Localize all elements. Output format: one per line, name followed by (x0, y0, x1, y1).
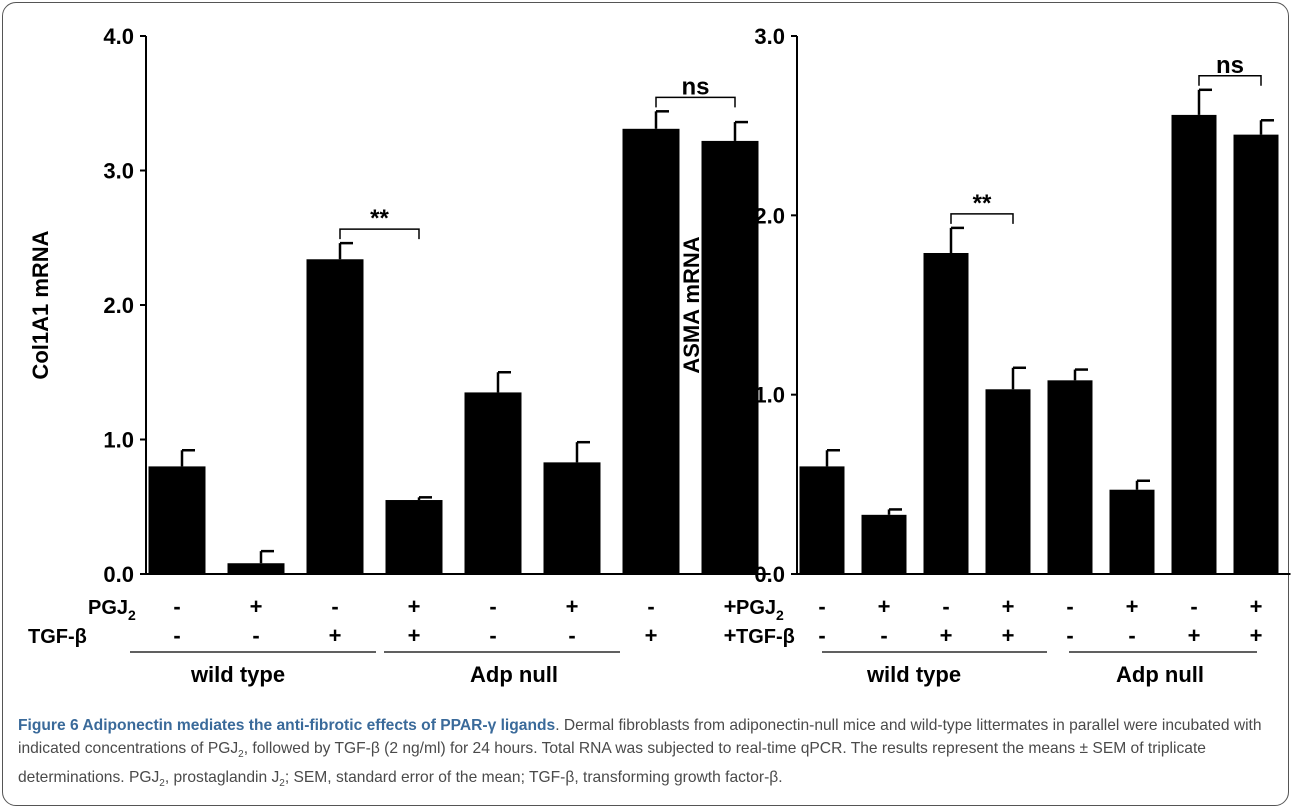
caption-sub-2: 2 (159, 778, 165, 790)
pgj2-sign: - (1066, 594, 1073, 619)
significance-bracket (1198, 75, 1262, 86)
caption-text-3: , prostaglandin J (164, 769, 280, 787)
bar (148, 466, 206, 574)
bar (622, 128, 680, 574)
y-tick-label: 2.0 (754, 203, 785, 228)
y-axis-label: ASMA mRNA (679, 236, 704, 373)
bar (923, 252, 969, 574)
significance-label: ** (370, 205, 389, 232)
y-tick-label: 1.0 (103, 428, 134, 453)
caption-sub-1: 2 (238, 749, 244, 761)
significance-label: ** (973, 190, 992, 217)
tgf-sign: + (1188, 623, 1201, 648)
bar (543, 462, 601, 574)
bar (1047, 380, 1093, 574)
tgf-sign: - (252, 623, 259, 648)
pgj2-sign: + (724, 594, 737, 619)
pgj2-sign: + (1250, 594, 1263, 619)
group-label: Adp null (1116, 662, 1204, 687)
tgf-sign: - (880, 623, 887, 648)
tgf-sign: + (1002, 623, 1015, 648)
pgj2-sign: + (566, 594, 579, 619)
bar (985, 389, 1031, 574)
bar (1233, 134, 1279, 574)
tgf-sign: + (645, 623, 658, 648)
pgj2-sign: - (173, 594, 180, 619)
tgf-sign: - (1066, 623, 1073, 648)
caption-text-4: ; SEM, standard error of the mean; TGF-β… (284, 769, 783, 787)
bar (1171, 114, 1217, 574)
bar (1109, 489, 1155, 574)
significance-label: ns (681, 73, 709, 100)
y-tick-label: 4.0 (103, 24, 134, 49)
pgj2-subscript: 2 (776, 607, 784, 623)
caption-sub-3: 2 (279, 778, 285, 790)
significance-label: ns (1216, 52, 1244, 79)
tgf-sign: - (818, 623, 825, 648)
caption-text-2: , followed by TGF-β (2 ng/ml) for 24 hou… (18, 740, 1206, 787)
tgf-sign: + (724, 623, 737, 648)
y-tick-label: 0.0 (754, 562, 785, 587)
bar (701, 140, 759, 574)
bar (861, 514, 907, 574)
pgj2-sign: + (878, 594, 891, 619)
bar (464, 392, 522, 574)
significance-bracket (655, 96, 736, 108)
y-axis-label: Col1A1 mRNA (28, 230, 53, 379)
tgf-row-label: TGF-β (736, 626, 795, 648)
pgj2-sign: - (818, 594, 825, 619)
tgf-sign: - (173, 623, 180, 648)
bar (306, 259, 364, 574)
pgj2-sign: - (647, 594, 654, 619)
pgj2-sign: - (489, 594, 496, 619)
pgj2-sign: + (408, 594, 421, 619)
pgj2-sign: - (1190, 594, 1197, 619)
y-tick-label: 1.0 (754, 383, 785, 408)
tgf-row-label: TGF-β (28, 626, 87, 648)
pgj2-sign: + (1002, 594, 1015, 619)
tgf-sign: - (568, 623, 575, 648)
tgf-sign: - (1128, 623, 1135, 648)
group-label: Adp null (470, 662, 558, 687)
significance-bracket (339, 228, 420, 240)
tgf-sign: + (940, 623, 953, 648)
pgj2-sign: + (1126, 594, 1139, 619)
significance-bracket (950, 213, 1014, 224)
y-tick-label: 0.0 (103, 562, 134, 587)
bar (385, 500, 443, 574)
pgj2-sign: - (942, 594, 949, 619)
bar (799, 466, 845, 574)
group-label: wild type (866, 662, 961, 687)
y-tick-label: 2.0 (103, 293, 134, 318)
group-label: wild type (190, 662, 285, 687)
tgf-sign: + (329, 623, 342, 648)
figure-caption: Figure 6 Adiponectin mediates the anti-f… (18, 714, 1280, 795)
pgj2-row-label: PGJ2 (88, 597, 136, 623)
pgj2-row-label: PGJ2 (736, 597, 784, 623)
caption-title: Figure 6 Adiponectin mediates the anti-f… (18, 717, 556, 734)
y-tick-label: 3.0 (103, 159, 134, 184)
bar (227, 563, 285, 574)
tgf-sign: - (489, 623, 496, 648)
pgj2-subscript: 2 (128, 607, 136, 623)
y-tick-label: 3.0 (754, 24, 785, 49)
caption-text-1: . Dermal fibroblasts from adiponectin-nu… (18, 717, 1262, 757)
tgf-sign: + (408, 623, 421, 648)
tgf-sign: + (1250, 623, 1263, 648)
pgj2-sign: - (331, 594, 338, 619)
pgj2-sign: + (250, 594, 263, 619)
